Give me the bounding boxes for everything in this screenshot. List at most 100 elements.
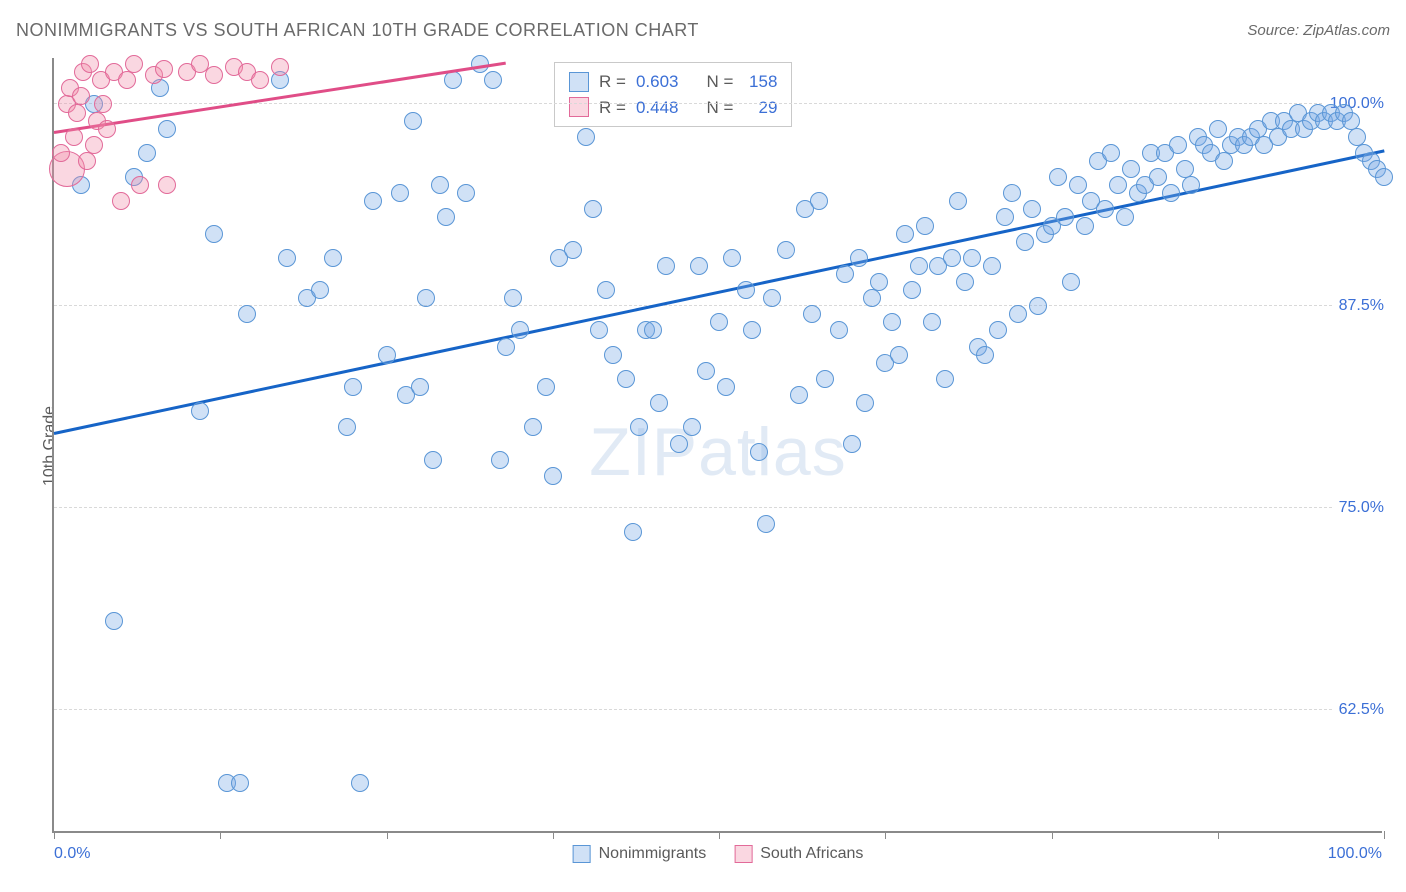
scatter-point — [1122, 160, 1140, 178]
scatter-point — [763, 289, 781, 307]
scatter-point — [949, 192, 967, 210]
scatter-point — [417, 289, 435, 307]
scatter-point — [457, 184, 475, 202]
n-label: N = — [706, 69, 733, 95]
scatter-point — [118, 71, 136, 89]
chart-header: NONIMMIGRANTS VS SOUTH AFRICAN 10TH GRAD… — [16, 20, 1390, 41]
scatter-point — [856, 394, 874, 412]
y-tick-label: 87.5% — [1333, 297, 1384, 315]
scatter-point — [910, 257, 928, 275]
gridline-h — [54, 305, 1382, 306]
scatter-point — [158, 120, 176, 138]
scatter-point — [1076, 217, 1094, 235]
x-tick — [1384, 831, 1385, 839]
scatter-point — [1182, 176, 1200, 194]
scatter-point — [803, 305, 821, 323]
scatter-point — [916, 217, 934, 235]
scatter-point — [497, 338, 515, 356]
scatter-point — [278, 249, 296, 267]
scatter-point — [537, 378, 555, 396]
scatter-point — [1149, 168, 1167, 186]
scatter-point — [683, 418, 701, 436]
scatter-point — [85, 136, 103, 154]
scatter-point — [1102, 144, 1120, 162]
scatter-point — [98, 120, 116, 138]
scatter-point — [963, 249, 981, 267]
scatter-point — [444, 71, 462, 89]
scatter-point — [311, 281, 329, 299]
scatter-point — [94, 95, 112, 113]
scatter-point — [125, 55, 143, 73]
scatter-point — [584, 200, 602, 218]
legend-label: South Africans — [760, 845, 863, 862]
y-tick-label: 62.5% — [1333, 701, 1384, 719]
scatter-point — [484, 71, 502, 89]
scatter-point — [644, 321, 662, 339]
x-tick — [1052, 831, 1053, 839]
scatter-point — [158, 176, 176, 194]
scatter-point — [205, 66, 223, 84]
legend-item: Nonimmigrants — [573, 845, 707, 863]
scatter-point — [351, 774, 369, 792]
scatter-point — [1375, 168, 1393, 186]
r-value: 0.448 — [636, 95, 679, 121]
scatter-point — [630, 418, 648, 436]
legend-label: Nonimmigrants — [599, 845, 707, 862]
scatter-point — [657, 257, 675, 275]
watermark: ZIPatlas — [589, 413, 846, 491]
scatter-point — [1003, 184, 1021, 202]
legend-bottom: Nonimmigrants South Africans — [573, 845, 864, 863]
scatter-point — [238, 305, 256, 323]
scatter-point — [338, 418, 356, 436]
scatter-point — [956, 273, 974, 291]
scatter-point — [65, 128, 83, 146]
scatter-point — [836, 265, 854, 283]
r-value: 0.603 — [636, 69, 679, 95]
x-tick — [54, 831, 55, 839]
scatter-point — [78, 152, 96, 170]
scatter-point — [989, 321, 1007, 339]
scatter-point — [883, 313, 901, 331]
scatter-point — [411, 378, 429, 396]
scatter-point — [155, 60, 173, 78]
scatter-point — [903, 281, 921, 299]
x-tick — [220, 831, 221, 839]
scatter-point — [790, 386, 808, 404]
scatter-point — [863, 289, 881, 307]
chart-title: NONIMMIGRANTS VS SOUTH AFRICAN 10TH GRAD… — [16, 20, 699, 41]
x-tick — [387, 831, 388, 839]
scatter-point — [364, 192, 382, 210]
scatter-point — [424, 451, 442, 469]
stats-swatch — [569, 72, 589, 92]
scatter-point — [1029, 297, 1047, 315]
n-label: N = — [706, 95, 733, 121]
scatter-point — [1069, 176, 1087, 194]
scatter-point — [1209, 120, 1227, 138]
gridline-h — [54, 507, 1382, 508]
scatter-point — [750, 443, 768, 461]
scatter-point — [231, 774, 249, 792]
scatter-point — [491, 451, 509, 469]
scatter-point — [1096, 200, 1114, 218]
scatter-point — [105, 612, 123, 630]
scatter-point — [504, 289, 522, 307]
scatter-point — [68, 104, 86, 122]
scatter-point — [72, 87, 90, 105]
scatter-point — [670, 435, 688, 453]
scatter-point — [1056, 208, 1074, 226]
stats-row: R =0.448N =29 — [569, 95, 777, 121]
scatter-point — [544, 467, 562, 485]
source-label: Source: ZipAtlas.com — [1247, 22, 1390, 39]
scatter-point — [1009, 305, 1027, 323]
scatter-point — [524, 418, 542, 436]
scatter-point — [251, 71, 269, 89]
scatter-point — [344, 378, 362, 396]
scatter-point — [1116, 208, 1134, 226]
scatter-point — [743, 321, 761, 339]
stats-swatch — [569, 97, 589, 117]
y-tick-label: 75.0% — [1333, 499, 1384, 517]
scatter-point — [604, 346, 622, 364]
legend-swatch — [734, 845, 752, 863]
x-tick — [553, 831, 554, 839]
scatter-point — [757, 515, 775, 533]
